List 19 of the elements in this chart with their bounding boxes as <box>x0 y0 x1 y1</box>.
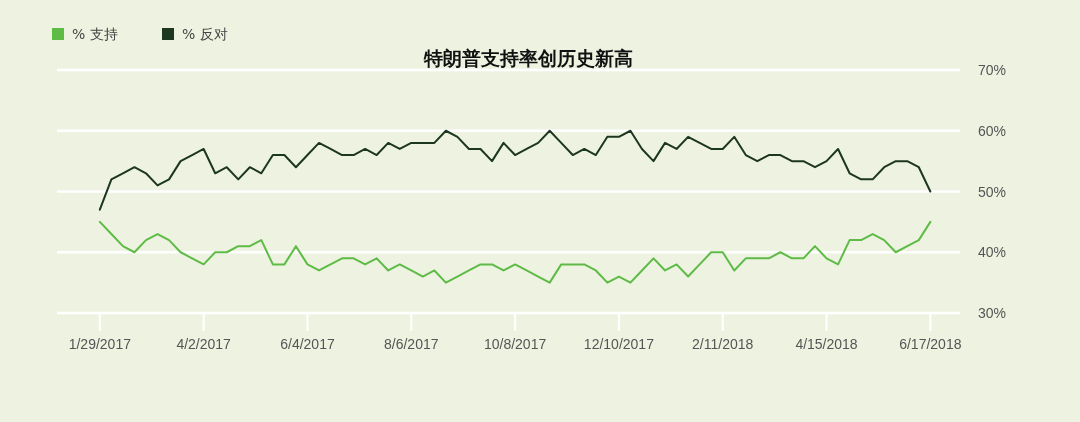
x-tick-label: 4/15/2018 <box>795 336 858 352</box>
x-tick-label: 6/4/2017 <box>280 336 335 352</box>
y-tick-label: 50% <box>977 183 1007 200</box>
line-series <box>98 220 932 284</box>
chart-title: 特朗普支持率创历史新高 <box>422 47 633 69</box>
x-tick-label: 1/29/2017 <box>68 336 132 352</box>
y-tick-label: 60% <box>977 122 1007 139</box>
x-tick-label: 2/11/2018 <box>692 336 754 352</box>
y-tick-label: 40% <box>977 244 1007 261</box>
x-tick-label: 8/6/2017 <box>384 336 439 352</box>
y-tick-label: 30% <box>977 305 1007 321</box>
y-tick-label: 70% <box>977 62 1007 78</box>
x-tick-label: 6/17/2018 <box>899 336 962 352</box>
x-tick-label: 10/8/2017 <box>483 336 547 352</box>
legend-label: % 支持 <box>72 26 118 42</box>
x-tick-label: 4/2/2017 <box>176 336 232 352</box>
legend-label: % 反对 <box>182 26 228 42</box>
x-tick-label: 12/10/2017 <box>583 336 655 352</box>
line-series <box>98 129 932 211</box>
